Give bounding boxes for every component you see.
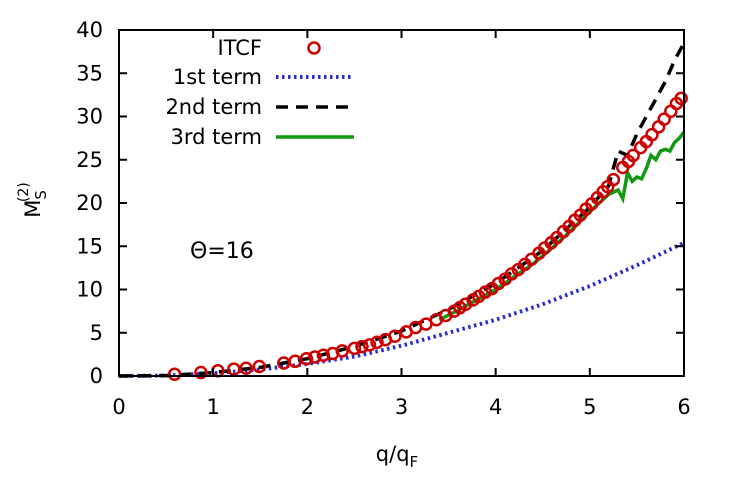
legend: ITCF 1st term 2nd term 3rd term — [165, 36, 354, 149]
y-axis-label-sub: S — [32, 190, 50, 200]
x-tick-label: 4 — [489, 395, 502, 419]
y-tick-label: 5 — [90, 321, 103, 345]
y-tick-label: 15 — [76, 234, 103, 258]
series-line-2nd-term — [118, 42, 686, 378]
legend-marker-itcf — [307, 41, 321, 55]
itcf-point — [227, 362, 241, 376]
x-tick-label: 3 — [395, 395, 408, 419]
itcf-point — [606, 172, 621, 187]
x-tick-label: 5 — [583, 395, 596, 419]
y-tick-label: 10 — [76, 278, 103, 302]
itcf-point — [674, 91, 688, 106]
itcf-point — [252, 359, 267, 374]
theta-annotation: Θ=16 — [190, 239, 254, 264]
itcf-point — [194, 365, 208, 380]
itcf-point — [355, 339, 369, 354]
x-tick-label: 2 — [301, 395, 314, 419]
y-tick-label: 25 — [76, 148, 103, 172]
y-tick-label: 35 — [76, 61, 103, 85]
itcf-point — [347, 341, 362, 356]
y-axis-label-base: M — [21, 200, 45, 218]
y-tick-label: 20 — [76, 191, 103, 215]
x-tick-label: 1 — [206, 395, 219, 419]
itcf-point — [299, 351, 314, 366]
itcf-point — [167, 367, 182, 382]
legend-label-itcf: ITCF — [217, 36, 262, 60]
itcf-point — [335, 344, 349, 358]
itcf-point — [308, 350, 322, 364]
y-axis-label-sup: (2) — [16, 182, 32, 202]
itcf-point — [478, 285, 493, 299]
x-tick-label: 0 — [112, 395, 125, 419]
itcf-point — [645, 127, 659, 142]
y-tick-label: 0 — [90, 364, 103, 388]
plot-frame — [118, 29, 685, 377]
legend-label-1st-term: 1st term — [173, 65, 262, 89]
y-axis-label: MS(2) — [16, 182, 50, 218]
svg-text:MS(2): MS(2) — [16, 182, 50, 218]
itcf-point — [388, 329, 402, 343]
legend-label-3rd-term: 3rd term — [170, 125, 262, 149]
x-axis-label-base: q/q — [376, 442, 410, 466]
legend-label-2nd-term: 2nd term — [165, 95, 262, 119]
itcf-point — [657, 112, 671, 126]
itcf-point — [239, 361, 253, 375]
x-axis-label-sub: F — [410, 453, 419, 471]
x-axis-label: q/qF — [376, 442, 418, 471]
itcf-point — [362, 338, 377, 352]
x-tick-label: 6 — [677, 395, 690, 419]
ticks-layer: 0 1 2 3 4 5 6 0 5 10 15 20 25 30 35 40 — [76, 18, 690, 419]
y-tick-label: 40 — [76, 18, 103, 42]
itcf-point — [370, 335, 384, 350]
itcf-point — [626, 148, 640, 163]
series-layer — [118, 42, 688, 382]
y-tick-label: 30 — [76, 105, 103, 129]
